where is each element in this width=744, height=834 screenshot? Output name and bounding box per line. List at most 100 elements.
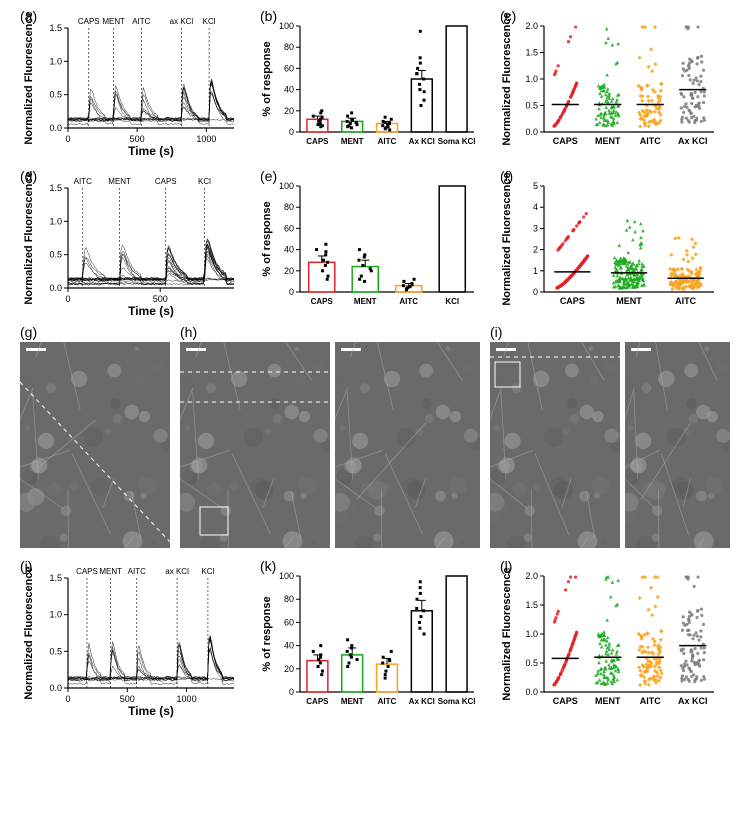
svg-text:80: 80	[284, 594, 294, 604]
svg-text:1000: 1000	[177, 694, 197, 704]
svg-text:1.5: 1.5	[525, 600, 538, 610]
svg-text:% of response: % of response	[261, 201, 273, 276]
svg-text:MENT: MENT	[99, 567, 122, 576]
svg-text:% of response: % of response	[261, 596, 273, 671]
svg-text:ax KCl: ax KCl	[165, 567, 189, 576]
svg-text:KCl: KCl	[203, 17, 216, 26]
svg-text:500: 500	[153, 294, 168, 304]
svg-text:1.0: 1.0	[525, 74, 538, 84]
svg-text:4: 4	[533, 202, 538, 212]
svg-text:CAPS: CAPS	[155, 177, 177, 186]
bar-chart-panel: (e)% of response020406080100CAPSMENTAITC…	[260, 168, 480, 318]
svg-text:1000: 1000	[196, 134, 216, 144]
svg-text:0: 0	[289, 287, 294, 297]
svg-text:CAPS: CAPS	[76, 567, 98, 576]
svg-text:0: 0	[289, 687, 294, 697]
svg-text:60: 60	[284, 63, 294, 73]
svg-text:0.0: 0.0	[49, 123, 62, 133]
svg-text:KCl: KCl	[198, 177, 211, 186]
svg-text:20: 20	[284, 106, 294, 116]
svg-text:CAPS: CAPS	[553, 696, 578, 706]
svg-text:100: 100	[279, 181, 294, 191]
panel-label: (j)	[20, 558, 32, 574]
svg-text:Ax KCl: Ax KCl	[409, 137, 435, 146]
svg-text:AITC: AITC	[128, 567, 146, 576]
svg-text:CAPS: CAPS	[306, 697, 329, 706]
svg-text:60: 60	[284, 617, 294, 627]
panel-label: (d)	[20, 168, 37, 184]
panel-label: (l)	[500, 558, 512, 574]
svg-text:AITC: AITC	[675, 296, 696, 306]
svg-text:MENT: MENT	[341, 137, 364, 146]
svg-text:Time (s): Time (s)	[128, 144, 174, 158]
svg-text:AITC: AITC	[640, 696, 661, 706]
svg-text:20: 20	[284, 266, 294, 276]
svg-text:80: 80	[284, 42, 294, 52]
svg-text:0.0: 0.0	[525, 127, 538, 137]
sem-image	[490, 342, 620, 548]
trace-panel: (d)Normalized FluorescenceTime (s)0.00.5…	[20, 168, 240, 318]
sem-image	[625, 342, 730, 548]
svg-text:1.0: 1.0	[525, 629, 538, 639]
svg-text:ax KCl: ax KCl	[170, 17, 194, 26]
svg-text:0: 0	[65, 694, 70, 704]
svg-text:CAPS: CAPS	[553, 136, 578, 146]
panel-label: (i)	[490, 324, 502, 340]
trace-panel: (j)Normalized Fluorescence Time (s) 0.0 0.5…	[20, 558, 240, 718]
svg-text:MENT: MENT	[616, 296, 642, 306]
svg-text:Normalized Fluorescence: Normalized Fluorescence	[501, 172, 513, 305]
svg-text:0: 0	[533, 287, 538, 297]
svg-text:0.0: 0.0	[49, 683, 62, 693]
svg-text:MENT: MENT	[595, 696, 621, 706]
scatter-column-panel: (f)Normalized Fluorescence012345CAPSMENT…	[500, 168, 720, 318]
svg-text:CAPS: CAPS	[306, 137, 329, 146]
svg-text:MENT: MENT	[341, 697, 364, 706]
scatter-column-panel: (l)Normalized Fluorescence0.00.51.01.52.…	[500, 558, 720, 718]
svg-text:1.5: 1.5	[49, 573, 62, 583]
svg-text:60: 60	[284, 223, 294, 233]
svg-text:0.5: 0.5	[49, 646, 62, 656]
svg-text:0.0: 0.0	[49, 283, 62, 293]
svg-text:1.5: 1.5	[49, 23, 62, 33]
svg-text:Time (s): Time (s)	[128, 704, 174, 718]
svg-text:Ax KCl: Ax KCl	[678, 696, 708, 706]
svg-text:Normalized Fluorescence: Normalized Fluorescence	[23, 566, 35, 699]
svg-text:CAPS: CAPS	[311, 297, 334, 306]
panel-label: (f)	[500, 168, 513, 184]
svg-text:KCl: KCl	[201, 567, 214, 576]
svg-text:20: 20	[284, 664, 294, 674]
svg-text:AITC: AITC	[74, 177, 92, 186]
svg-text:0.5: 0.5	[49, 250, 62, 260]
svg-text:MENT: MENT	[108, 177, 131, 186]
svg-text:80: 80	[284, 202, 294, 212]
svg-text:AITC: AITC	[640, 136, 661, 146]
svg-text:0: 0	[65, 294, 70, 304]
svg-text:1.5: 1.5	[49, 183, 62, 193]
svg-text:1.0: 1.0	[49, 610, 62, 620]
scatter-column-panel: (c)Normalized Fluorescence0.00.51.01.52.…	[500, 8, 720, 158]
svg-text:2: 2	[533, 245, 538, 255]
sem-image	[335, 342, 480, 548]
svg-text:Normalized Fluorescence: Normalized Fluorescence	[23, 171, 35, 304]
panel-label: (a)	[20, 8, 37, 24]
svg-text:40: 40	[284, 85, 294, 95]
panel-label: (g)	[20, 324, 37, 340]
svg-text:Normalized Fluorescence: Normalized Fluorescence	[23, 11, 35, 144]
svg-text:5: 5	[533, 181, 538, 191]
svg-text:0.5: 0.5	[49, 90, 62, 100]
svg-text:Soma KCl: Soma KCl	[438, 137, 476, 146]
svg-text:0: 0	[65, 134, 70, 144]
svg-text:2.0: 2.0	[525, 571, 538, 581]
svg-text:0.5: 0.5	[525, 658, 538, 668]
svg-text:MENT: MENT	[354, 297, 377, 306]
svg-text:AITC: AITC	[132, 17, 150, 26]
svg-text:CAPS: CAPS	[560, 296, 585, 306]
svg-text:% of response: % of response	[261, 41, 273, 116]
panel-label: (h)	[180, 324, 197, 340]
trace-panel: (a)Normalized Fluorescence Time (s) 0.0 0.5…	[20, 8, 240, 158]
svg-text:2.0: 2.0	[525, 21, 538, 31]
svg-text:Ax KCl: Ax KCl	[409, 697, 435, 706]
svg-text:1.0: 1.0	[49, 216, 62, 226]
panel-label: (e)	[260, 168, 277, 184]
svg-text:AITC: AITC	[378, 137, 397, 146]
